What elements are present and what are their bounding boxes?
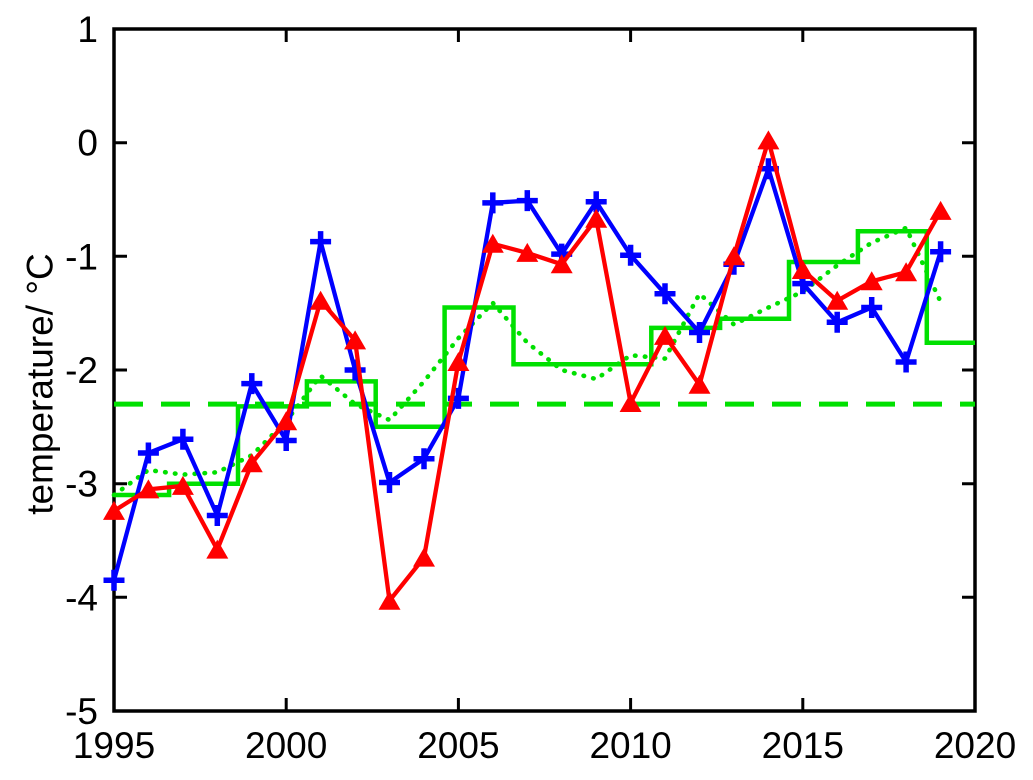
x-tick-label: 2000 xyxy=(245,725,327,766)
x-tick-label: 1995 xyxy=(73,725,155,766)
period-mean-steps-green-solid xyxy=(114,229,975,498)
x-tick-label: 2020 xyxy=(934,725,1016,766)
y-tick-label: -1 xyxy=(65,236,98,277)
y-tick-label: -4 xyxy=(65,577,98,618)
x-tick-label: 2005 xyxy=(417,725,499,766)
y-tick-label: 1 xyxy=(77,9,98,50)
y-tick-label: -5 xyxy=(65,691,98,732)
x-tick-label: 2010 xyxy=(589,725,671,766)
axis-ticks xyxy=(112,27,977,713)
y-tick-label: 0 xyxy=(77,123,98,164)
x-tick-label: 2015 xyxy=(762,725,844,766)
plot-frame xyxy=(112,27,977,713)
y-tick-label: -3 xyxy=(65,464,98,505)
annual-series-blue-plus-markers xyxy=(103,158,952,591)
annual-series-blue-plus-line xyxy=(111,166,943,581)
y-tick-label: -2 xyxy=(65,350,98,391)
y-axis-title: temperature/ °C xyxy=(19,253,61,515)
